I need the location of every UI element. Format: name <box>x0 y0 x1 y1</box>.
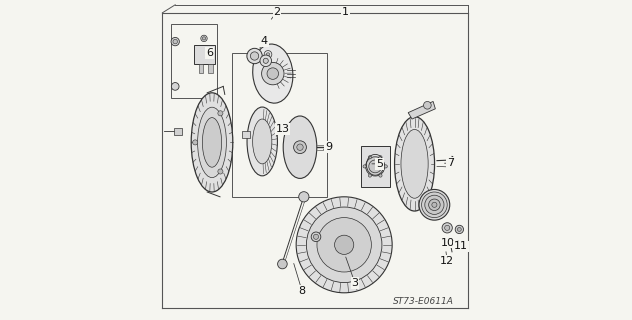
Circle shape <box>311 232 321 242</box>
Text: ST73-E0611A: ST73-E0611A <box>393 297 454 306</box>
Polygon shape <box>408 101 435 119</box>
Ellipse shape <box>191 93 233 192</box>
Circle shape <box>173 39 178 44</box>
Circle shape <box>369 160 382 173</box>
Circle shape <box>368 156 372 159</box>
Polygon shape <box>361 146 389 187</box>
Circle shape <box>368 174 372 177</box>
Circle shape <box>277 259 287 269</box>
Circle shape <box>317 218 372 272</box>
Circle shape <box>384 165 387 168</box>
Ellipse shape <box>253 44 293 103</box>
Polygon shape <box>174 128 181 135</box>
Circle shape <box>455 225 463 234</box>
Text: 5: 5 <box>376 159 383 169</box>
Circle shape <box>171 37 179 46</box>
Text: 7: 7 <box>447 158 454 168</box>
Ellipse shape <box>198 107 226 178</box>
Ellipse shape <box>202 117 222 167</box>
Circle shape <box>425 195 444 214</box>
Circle shape <box>250 52 258 60</box>
Circle shape <box>296 197 392 293</box>
Circle shape <box>264 51 272 58</box>
Circle shape <box>365 157 385 176</box>
Polygon shape <box>195 45 216 64</box>
Circle shape <box>379 156 382 159</box>
Circle shape <box>247 48 262 64</box>
Ellipse shape <box>247 107 277 176</box>
Text: 4: 4 <box>260 36 268 46</box>
Text: 10: 10 <box>441 237 455 248</box>
Text: 8: 8 <box>298 285 305 296</box>
Text: 12: 12 <box>440 256 454 266</box>
Circle shape <box>442 223 453 233</box>
Circle shape <box>422 192 447 218</box>
Polygon shape <box>243 131 250 138</box>
Circle shape <box>307 207 382 283</box>
Circle shape <box>262 62 284 85</box>
Circle shape <box>445 225 450 230</box>
Text: 6: 6 <box>206 48 213 58</box>
Circle shape <box>299 192 309 202</box>
Circle shape <box>202 37 205 40</box>
Circle shape <box>428 199 440 211</box>
Circle shape <box>458 228 461 231</box>
Text: 9: 9 <box>325 142 332 152</box>
Circle shape <box>313 234 319 239</box>
Text: 1: 1 <box>342 7 349 17</box>
Circle shape <box>432 202 437 207</box>
Ellipse shape <box>401 129 428 198</box>
Circle shape <box>171 83 179 90</box>
Circle shape <box>201 35 207 42</box>
Circle shape <box>260 55 272 67</box>
Circle shape <box>423 101 431 109</box>
Circle shape <box>379 174 382 177</box>
Circle shape <box>267 53 270 56</box>
Circle shape <box>193 140 198 145</box>
Circle shape <box>363 165 366 168</box>
Circle shape <box>218 169 223 174</box>
Circle shape <box>218 111 223 116</box>
Polygon shape <box>208 64 212 73</box>
Text: 2: 2 <box>274 7 281 17</box>
Ellipse shape <box>394 117 435 211</box>
Polygon shape <box>198 64 203 73</box>
Circle shape <box>267 68 279 79</box>
Circle shape <box>297 144 303 150</box>
Circle shape <box>419 189 450 220</box>
Text: 11: 11 <box>454 241 468 252</box>
Text: 13: 13 <box>276 124 289 134</box>
Ellipse shape <box>253 119 272 164</box>
Circle shape <box>294 141 307 154</box>
Circle shape <box>263 58 269 63</box>
Circle shape <box>334 235 354 254</box>
Text: 3: 3 <box>351 278 358 288</box>
Ellipse shape <box>283 116 317 178</box>
